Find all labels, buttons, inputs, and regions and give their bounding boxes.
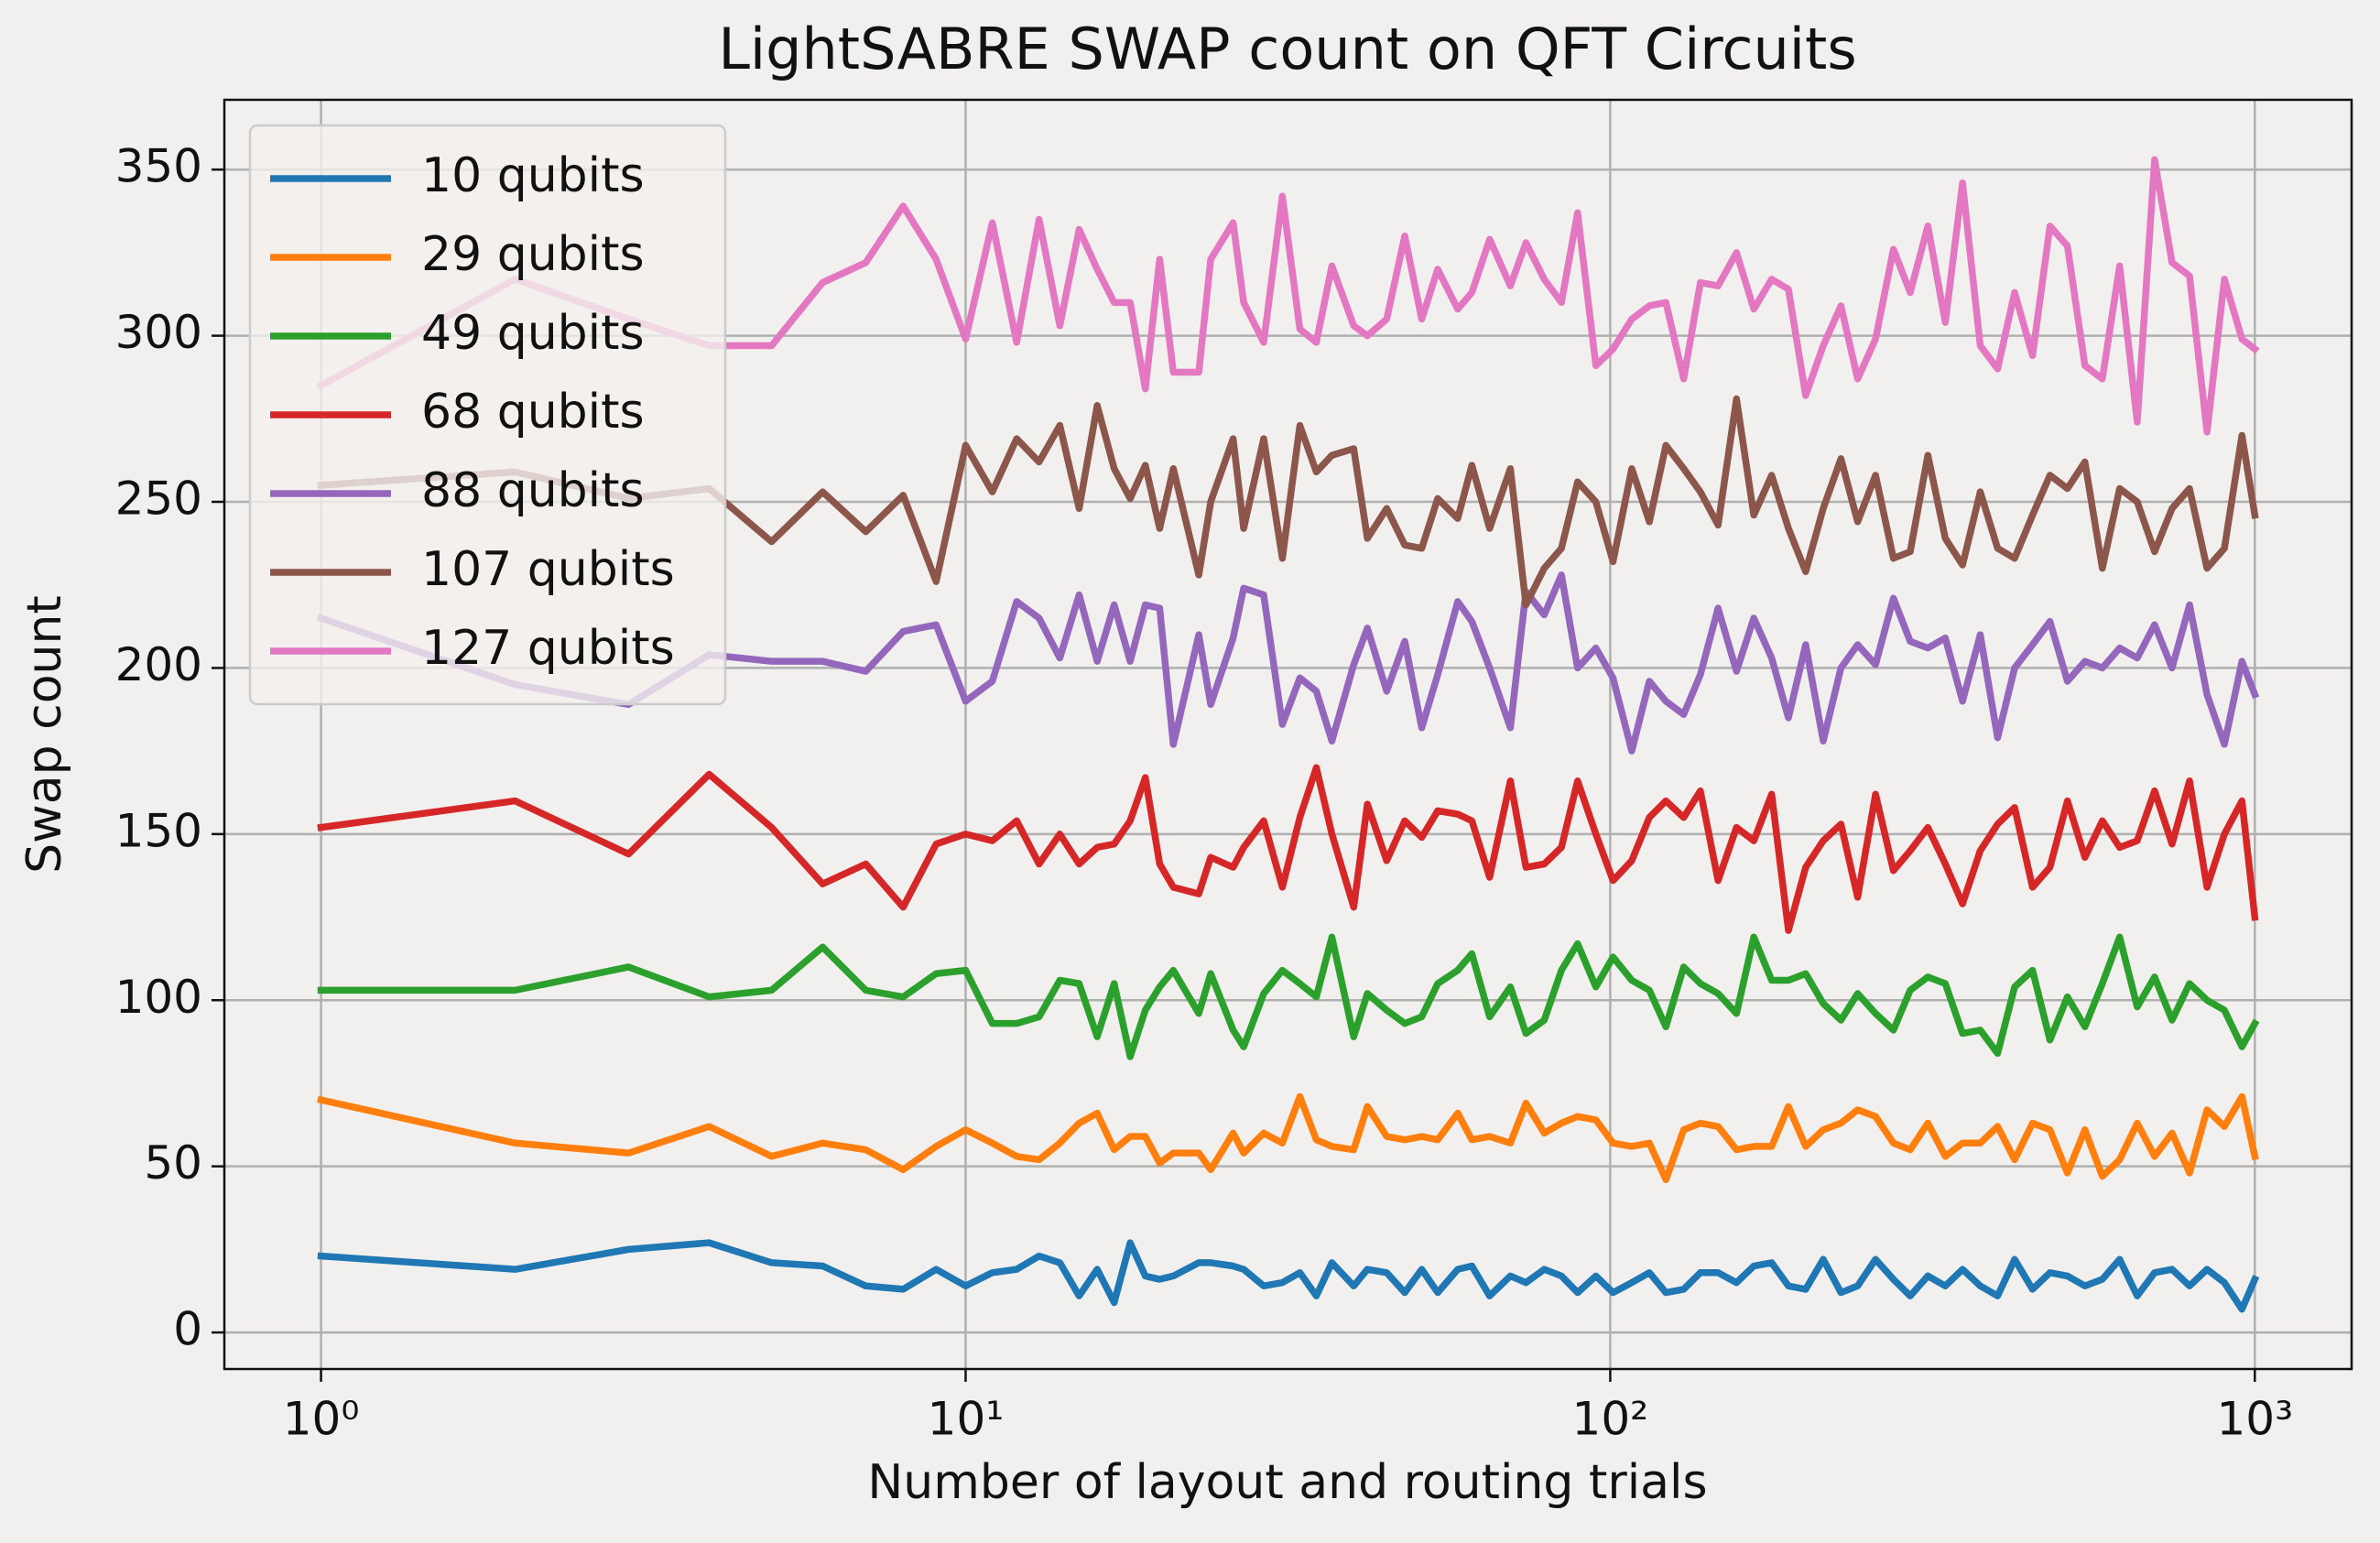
y-tick-label: 150 [115,804,202,857]
series-line [317,764,2259,934]
legend-frame [248,124,727,706]
lines [316,156,2260,1313]
ticks: 10⁰ 10¹ 10² 10³ 0 50 100 150 200 250 300 350 [115,140,2294,1446]
chart-title: LightSABRE SWAP count on QFT Circuits [718,16,1856,82]
x-axis-label: Number of layout and routing trials [867,1455,1707,1510]
series-line [317,933,2260,1060]
y-tick-label: 100 [115,971,202,1024]
x-tick-label: 10⁰ [283,1393,360,1446]
series-line [316,571,2260,755]
x-tick-label: 10² [1572,1393,1649,1446]
series-line [317,395,2259,609]
x-tick-label: 10³ [2216,1393,2293,1446]
legend-label: 68 qubits [421,385,645,440]
y-tick-label: 250 [115,473,202,526]
series-line [317,1239,2260,1313]
legend-label: 10 qubits [421,148,645,203]
y-tick-label: 0 [173,1303,202,1356]
legend-label: 88 qubits [421,463,645,518]
y-axis-label: Swap count [17,595,72,874]
legend-label: 127 qubits [421,621,675,676]
legend: 10 qubits 29 qubits 49 qubits 68 qubits 88 q… [248,124,727,706]
axes-frame [223,98,2353,1371]
legend-label: 49 qubits [421,306,645,361]
y-tick-label: 300 [115,306,202,359]
x-tick-label: 10¹ [928,1393,1005,1446]
y-tick-label: 50 [144,1136,202,1190]
legend-label: 107 qubits [421,542,675,597]
y-tick-label: 200 [115,638,202,691]
legend-label: 29 qubits [421,227,645,282]
series-line [317,1092,2259,1183]
y-tick-label: 350 [115,140,202,193]
series-line [316,156,2260,436]
